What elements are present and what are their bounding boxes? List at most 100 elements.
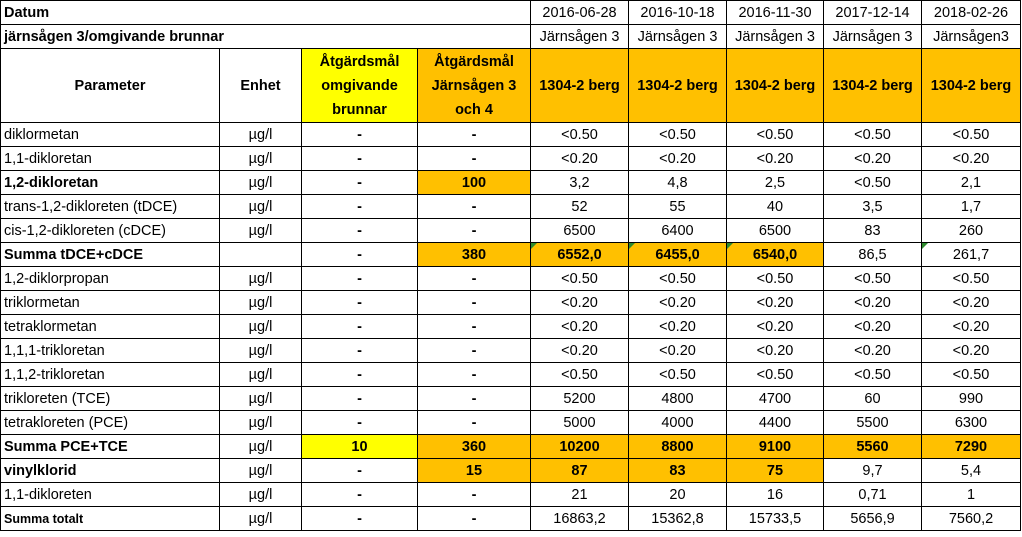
value-cell: 4000 — [628, 410, 727, 435]
value-cell: <0.20 — [921, 290, 1021, 315]
unit-cell: µg/l — [219, 506, 302, 531]
value-cell: <0.50 — [921, 362, 1021, 387]
value-cell: <0.50 — [921, 122, 1021, 147]
target-jarnsagen-cell: - — [417, 482, 531, 507]
location-label: järnsågen 3/omgivande brunnar — [0, 24, 531, 49]
value-cell: 1,7 — [921, 194, 1021, 219]
parameter-cell: tetraklormetan — [0, 314, 220, 339]
value-cell: <0.20 — [823, 314, 922, 339]
table-row: 1,1,1-trikloretan µg/l - - <0.20 <0.20 <… — [0, 338, 1021, 363]
value-cell: <0.50 — [530, 266, 629, 291]
target-jarnsagen-cell: - — [417, 362, 531, 387]
value-cell: 6500 — [726, 218, 824, 243]
unit-cell: µg/l — [219, 194, 302, 219]
table-row: cis-1,2-dikloreten (cDCE) µg/l - - 6500 … — [0, 218, 1021, 243]
value-cell: 60 — [823, 386, 922, 411]
parameter-header: Parameter — [0, 48, 220, 123]
target-jarnsagen-cell: - — [417, 194, 531, 219]
value-cell: 6552,0 — [530, 242, 629, 267]
unit-cell: µg/l — [219, 458, 302, 483]
unit-header: Enhet — [219, 48, 302, 123]
value-cell: <0.20 — [530, 314, 629, 339]
target-wells-cell: - — [301, 314, 418, 339]
value-cell: <0.20 — [823, 146, 922, 171]
value-cell: 86,5 — [823, 242, 922, 267]
table-row: 1,1-dikloreten µg/l - - 21 20 16 0,71 1 — [0, 482, 1021, 507]
value-cell: <0.20 — [530, 146, 629, 171]
target-jarnsagen-cell: - — [417, 146, 531, 171]
value-cell: <0.20 — [726, 290, 824, 315]
target-wells-cell: - — [301, 146, 418, 171]
value-cell: 7290 — [921, 434, 1021, 459]
value-cell: <0.50 — [823, 266, 922, 291]
value-cell: <0.20 — [530, 290, 629, 315]
table-row: Summa totalt µg/l - - 16863,2 15362,8 15… — [0, 506, 1021, 531]
unit-cell: µg/l — [219, 218, 302, 243]
value-cell: <0.20 — [628, 146, 727, 171]
target-jarnsagen-cell: 15 — [417, 458, 531, 483]
value-cell: 1 — [921, 482, 1021, 507]
value-cell: 5200 — [530, 386, 629, 411]
value-cell: 0,71 — [823, 482, 922, 507]
value-cell: <0.50 — [921, 266, 1021, 291]
target-wells-cell: - — [301, 386, 418, 411]
value-cell: 16 — [726, 482, 824, 507]
value-cell: <0.50 — [530, 122, 629, 147]
unit-cell: µg/l — [219, 266, 302, 291]
value-cell: 40 — [726, 194, 824, 219]
target-wells-cell: - — [301, 338, 418, 363]
value-cell: 3,2 — [530, 170, 629, 195]
date-cell: 2017-12-14 — [823, 0, 922, 25]
target-wells-cell: - — [301, 458, 418, 483]
target-jarnsagen-header: Åtgärdsmål Järnsågen 3 och 4 — [417, 48, 531, 123]
parameter-cell: trikloreten (TCE) — [0, 386, 220, 411]
value-cell: <0.20 — [726, 314, 824, 339]
value-cell: 5560 — [823, 434, 922, 459]
target-jarnsagen-cell: - — [417, 122, 531, 147]
target-wells-cell: - — [301, 194, 418, 219]
target-jarnsagen-cell: - — [417, 386, 531, 411]
unit-cell: µg/l — [219, 122, 302, 147]
location-cell: Järnsågen 3 — [726, 24, 824, 49]
unit-cell: µg/l — [219, 482, 302, 507]
value-cell: <0.50 — [726, 122, 824, 147]
table-row: diklormetan µg/l - - <0.50 <0.50 <0.50 <… — [0, 122, 1021, 147]
value-cell: 6540,0 — [726, 242, 824, 267]
value-cell: 5656,9 — [823, 506, 922, 531]
table-row: 1,1-dikloretan µg/l - - <0.20 <0.20 <0.2… — [0, 146, 1021, 171]
value-cell: <0.20 — [823, 290, 922, 315]
value-cell: 7560,2 — [921, 506, 1021, 531]
value-cell: 4400 — [726, 410, 824, 435]
unit-cell: µg/l — [219, 362, 302, 387]
parameter-cell: Summa PCE+TCE — [0, 434, 220, 459]
value-cell: 5000 — [530, 410, 629, 435]
value-cell: 21 — [530, 482, 629, 507]
value-cell: 87 — [530, 458, 629, 483]
parameter-cell: trans-1,2-dikloreten (tDCE) — [0, 194, 220, 219]
unit-cell: µg/l — [219, 170, 302, 195]
location-row: järnsågen 3/omgivande brunnar Järnsågen … — [0, 24, 1021, 49]
location-cell: Järnsågen 3 — [530, 24, 629, 49]
table-row: vinylklorid µg/l - 15 87 83 75 9,7 5,4 — [0, 458, 1021, 483]
unit-cell: µg/l — [219, 290, 302, 315]
value-cell: 8800 — [628, 434, 727, 459]
target-wells-cell: - — [301, 218, 418, 243]
value-cell: <0.50 — [628, 362, 727, 387]
value-cell: <0.20 — [726, 338, 824, 363]
value-cell: 261,7 — [921, 242, 1021, 267]
target-wells-cell: - — [301, 362, 418, 387]
value-cell: 15362,8 — [628, 506, 727, 531]
target-wells-cell: - — [301, 242, 418, 267]
value-cell: <0.20 — [823, 338, 922, 363]
parameter-cell: 1,1-dikloretan — [0, 146, 220, 171]
value-cell: <0.50 — [726, 362, 824, 387]
datum-label: Datum — [0, 0, 531, 25]
value-cell: 83 — [628, 458, 727, 483]
target-wells-cell: - — [301, 290, 418, 315]
table-row: Summa PCE+TCE µg/l 10 360 10200 8800 910… — [0, 434, 1021, 459]
target-jarnsagen-cell: - — [417, 218, 531, 243]
value-cell: <0.50 — [530, 362, 629, 387]
target-jarnsagen-cell: - — [417, 314, 531, 339]
target-wells-cell: - — [301, 122, 418, 147]
parameter-cell: diklormetan — [0, 122, 220, 147]
